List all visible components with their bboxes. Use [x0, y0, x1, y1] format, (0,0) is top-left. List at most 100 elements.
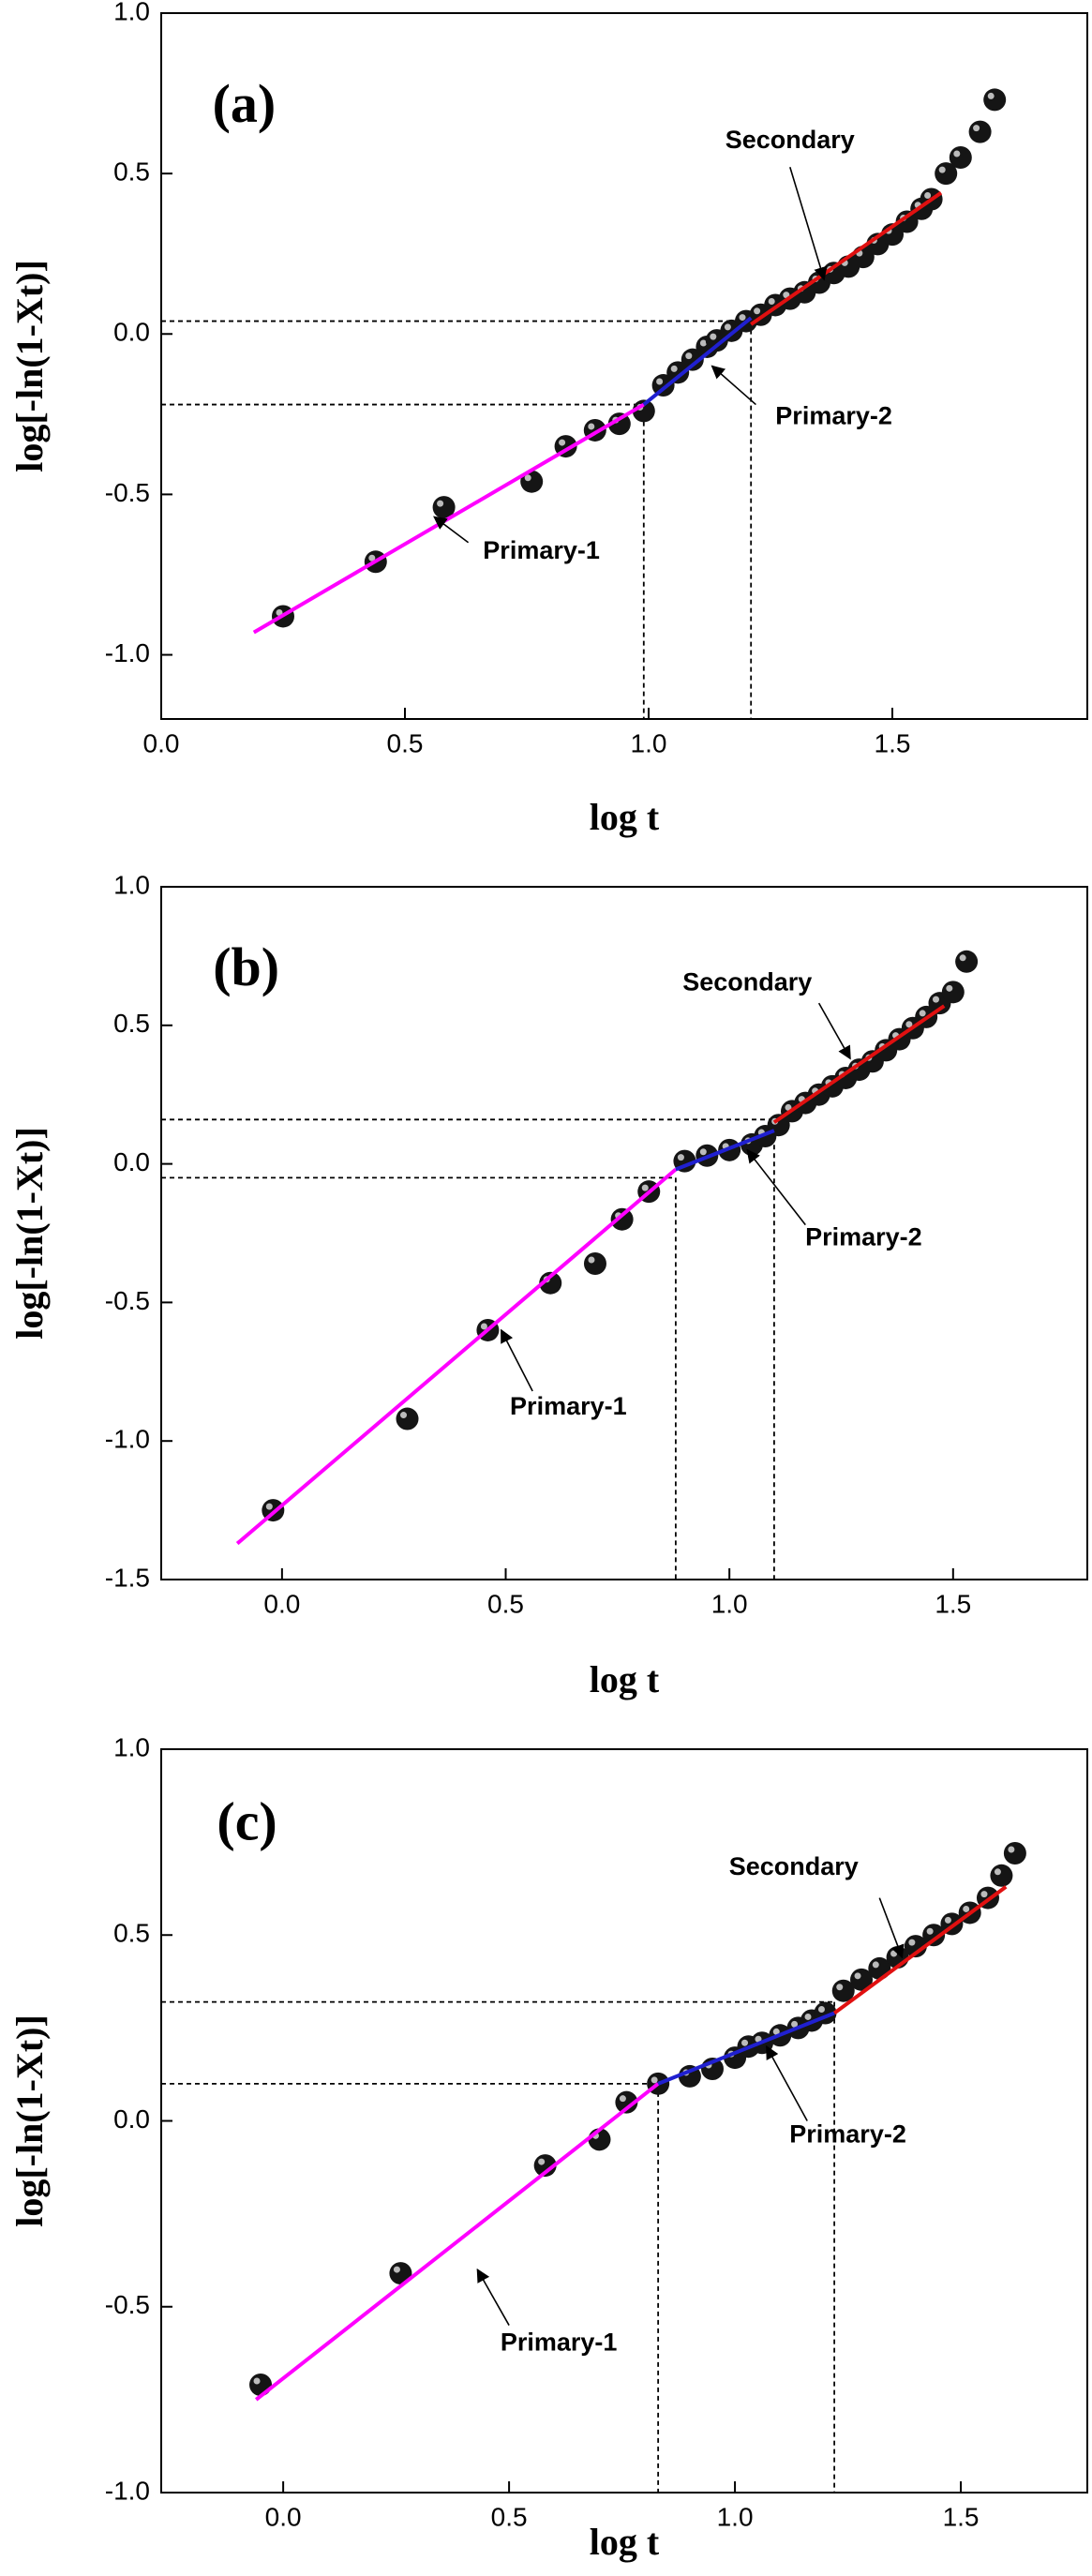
x-tick-label: 1.0 — [711, 1589, 748, 1618]
point-highlight — [946, 984, 953, 992]
annotation-arrow — [817, 1002, 851, 1060]
point-highlight — [400, 1412, 408, 1419]
point-highlight — [785, 1103, 792, 1111]
point-highlight — [739, 314, 746, 322]
panel: 0.0 0.5 1.0 1.5 -1.0 -0.5 0.0 0.5 1.0 log t log[-l… — [8, 1732, 1088, 2563]
point-highlight — [944, 1916, 951, 1924]
point-highlight — [890, 1950, 898, 1957]
data-point — [968, 120, 992, 143]
point-highlight — [480, 1323, 487, 1330]
annotation-arrow — [789, 167, 828, 281]
annotation-arrow — [433, 516, 470, 544]
point-highlight — [980, 1891, 988, 1898]
x-axis-label: log t — [590, 2521, 660, 2563]
x-tick-label: 0.5 — [491, 2502, 528, 2531]
point-highlight — [368, 554, 376, 562]
annotation-arrow — [766, 2044, 808, 2121]
fit-annotation: Primary-1 — [510, 1392, 627, 1420]
fit-annotation: Primary-2 — [805, 1223, 922, 1251]
point-highlight — [754, 307, 761, 315]
point-highlight — [588, 1256, 595, 1264]
point-highlight — [908, 1939, 916, 1946]
point-highlight — [265, 1503, 273, 1510]
y-tick-label: -1.0 — [105, 638, 150, 667]
point-highlight — [524, 474, 531, 482]
y-tick-label: -1.0 — [105, 2476, 150, 2505]
data-point — [949, 146, 972, 170]
point-highlight — [710, 333, 717, 340]
point-highlight — [768, 297, 775, 305]
y-tick-label: -1.0 — [105, 1425, 150, 1454]
plot-frame — [160, 1748, 1088, 2494]
point-highlight — [641, 1184, 649, 1191]
fit-line — [235, 1167, 678, 1546]
point-highlight — [772, 2028, 780, 2035]
data-point — [396, 1407, 419, 1430]
point-highlight — [685, 352, 693, 360]
fit-annotation: Secondary — [729, 1852, 859, 1880]
x-tick-label: 0.5 — [387, 728, 424, 757]
y-axis-label: log[-ln(1-Xt)] — [8, 2014, 51, 2227]
point-highlight — [276, 608, 283, 616]
data-point — [249, 2374, 273, 2397]
point-highlight — [854, 1972, 861, 1980]
fit-line — [252, 402, 645, 635]
fit-annotation: Primary-1 — [483, 536, 600, 564]
point-highlight — [699, 339, 707, 347]
fit-line — [832, 1885, 1008, 2015]
y-tick-label: 1.0 — [113, 0, 150, 25]
x-axis-label: log t — [590, 1658, 660, 1700]
data-point — [610, 1207, 634, 1231]
x-tick-label: 1.0 — [717, 2502, 754, 2531]
point-highlight — [924, 192, 932, 200]
x-tick-label: 0.0 — [263, 1589, 300, 1618]
point-highlight — [953, 150, 961, 157]
point-highlight — [656, 378, 664, 385]
point-highlight — [932, 996, 939, 1003]
y-tick-label: 1.0 — [113, 870, 150, 899]
panel: 0.0 0.5 1.0 1.5 -1.5 -1.0 -0.5 0.0 0.5 1.0 log t lo… — [8, 870, 1088, 1700]
fit-line — [750, 191, 943, 326]
point-highlight — [670, 365, 678, 372]
x-tick-label: 1.0 — [631, 728, 667, 757]
data-point — [990, 1864, 1013, 1887]
point-highlight — [926, 1927, 934, 1935]
point-highlight — [919, 1010, 926, 1017]
point-highlight — [724, 323, 731, 331]
annotation-arrow — [711, 365, 756, 406]
point-highlight — [437, 500, 444, 507]
y-tick-label: 0.5 — [113, 157, 150, 187]
y-tick-label: -0.5 — [105, 1286, 150, 1315]
point-highlight — [619, 2095, 626, 2103]
panel-label: (b) — [213, 936, 279, 997]
data-point — [983, 88, 1007, 112]
point-highlight — [741, 2039, 749, 2046]
fit-annotation: Secondary — [682, 968, 812, 996]
x-tick-label: 1.5 — [875, 728, 911, 757]
point-highlight — [872, 1961, 879, 1969]
y-axis-label: log[-ln(1-Xt)] — [8, 1127, 51, 1340]
point-highlight — [559, 439, 566, 446]
annotation-arrow — [878, 1897, 905, 1959]
y-tick-label: 0.0 — [113, 2104, 150, 2134]
fit-line — [675, 1129, 775, 1172]
point-highlight — [959, 954, 966, 962]
point-highlight — [804, 2013, 812, 2020]
point-highlight — [393, 2266, 400, 2273]
x-tick-label: 1.5 — [943, 2502, 980, 2531]
data-point — [1003, 1842, 1026, 1865]
point-highlight — [963, 1905, 970, 1912]
annotation-arrow — [476, 2268, 510, 2326]
fit-annotation: Primary-2 — [775, 401, 892, 429]
annotation-arrow — [746, 1148, 806, 1226]
data-point — [941, 981, 965, 1004]
fit-annotation: Primary-1 — [501, 2329, 618, 2357]
plot-frame — [160, 12, 1088, 720]
y-tick-label: -0.5 — [105, 2290, 150, 2319]
point-highlight — [994, 1868, 1001, 1876]
fit-line — [642, 316, 753, 407]
fit-line — [254, 2082, 660, 2402]
point-highlight — [905, 1021, 913, 1028]
y-tick-label: -0.5 — [105, 478, 150, 507]
